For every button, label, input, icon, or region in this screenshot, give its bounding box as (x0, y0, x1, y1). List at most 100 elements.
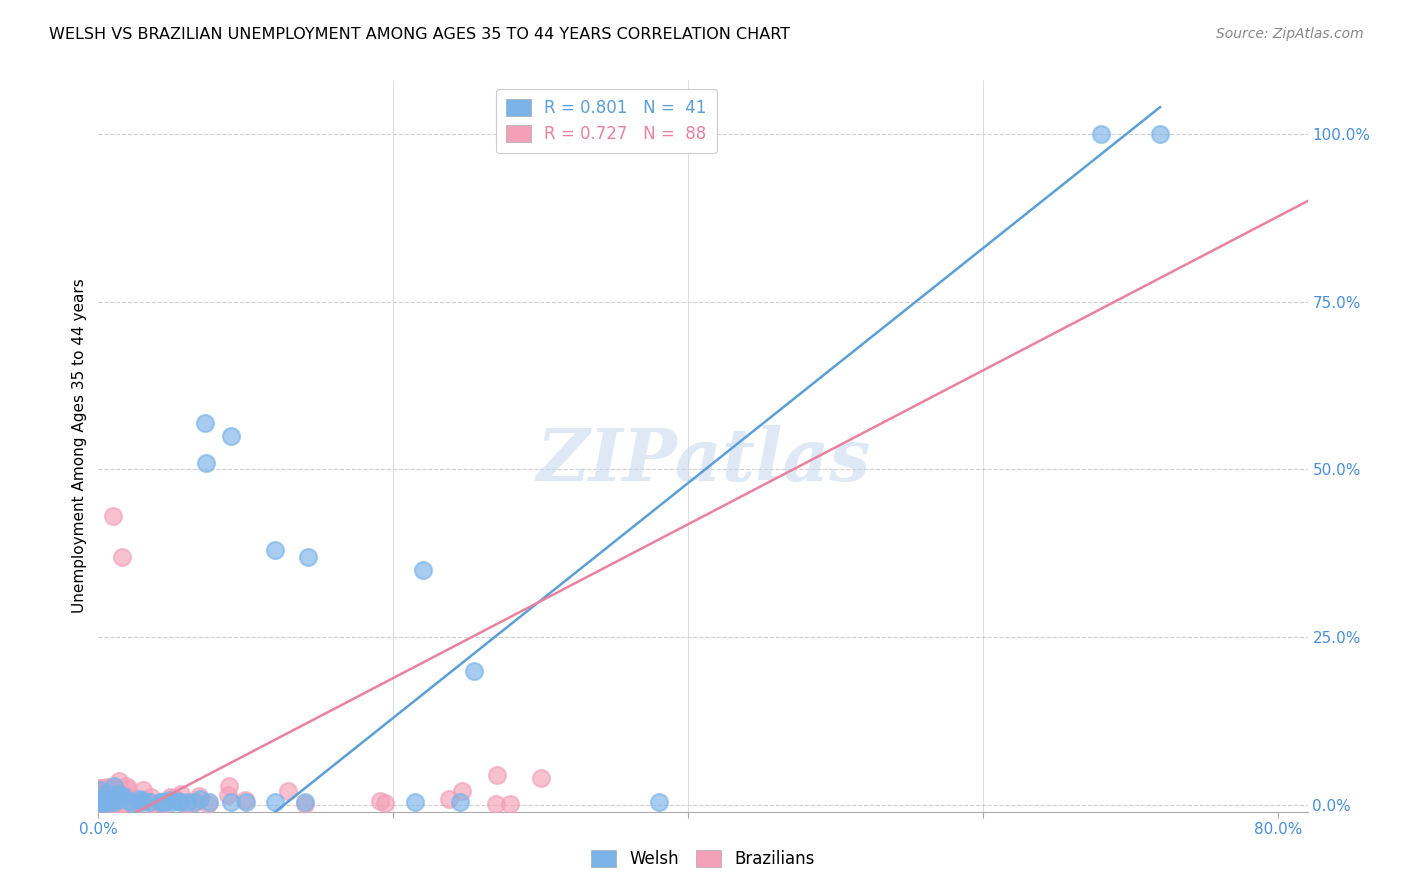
Point (93, 793, 115, 807)
Point (499, 797, 522, 812)
Point (94, 790, 117, 805)
Point (404, 795, 426, 809)
Point (121, 795, 143, 809)
Point (142, 797, 165, 812)
Point (89, 793, 111, 807)
Point (219, 795, 242, 809)
Point (101, 509, 124, 524)
Point (93, 794, 115, 808)
Point (176, 797, 198, 811)
Point (437, 791, 460, 805)
Point (149, 795, 172, 809)
Point (107, 794, 129, 808)
Point (233, 792, 256, 806)
Point (235, 795, 257, 809)
Point (89, 796, 111, 810)
Point (186, 795, 208, 809)
Point (108, 787, 131, 801)
Point (100, 789, 122, 803)
Point (485, 768, 508, 782)
Point (197, 797, 219, 812)
Point (294, 797, 316, 812)
Point (131, 795, 153, 809)
Point (159, 790, 181, 805)
Point (89, 782, 111, 797)
Point (104, 792, 127, 806)
Point (449, 795, 471, 809)
Point (176, 795, 198, 809)
Point (103, 796, 125, 810)
Point (451, 784, 474, 798)
Point (94, 794, 117, 808)
Point (100, 780, 122, 794)
Point (218, 779, 240, 793)
Point (153, 795, 176, 809)
Point (111, 789, 134, 804)
Point (264, 795, 287, 809)
Point (89, 791, 111, 805)
Point (105, 784, 128, 798)
Point (1090, 127, 1112, 141)
Point (111, 549, 134, 564)
Point (114, 789, 136, 803)
Point (162, 790, 184, 805)
Point (94, 792, 117, 806)
Point (96, 786, 118, 800)
Point (97, 797, 120, 811)
Point (1149, 127, 1171, 141)
Text: WELSH VS BRAZILIAN UNEMPLOYMENT AMONG AGES 35 TO 44 YEARS CORRELATION CHART: WELSH VS BRAZILIAN UNEMPLOYMENT AMONG AG… (49, 27, 790, 42)
Point (89, 795, 111, 809)
Point (277, 784, 299, 798)
Point (93, 797, 115, 811)
Point (110, 797, 132, 812)
Point (198, 795, 221, 809)
Text: Source: ZipAtlas.com: Source: ZipAtlas.com (1216, 27, 1364, 41)
Point (297, 549, 319, 564)
Point (96, 794, 118, 808)
Legend: R = 0.801   N =  41, R = 0.727   N =  88: R = 0.801 N = 41, R = 0.727 N = 88 (496, 88, 717, 153)
Point (90, 797, 112, 812)
Point (93, 797, 115, 811)
Point (167, 794, 190, 808)
Point (89, 786, 111, 800)
Point (101, 797, 124, 812)
Point (121, 797, 143, 811)
Point (139, 789, 162, 804)
Point (139, 795, 162, 809)
Point (183, 795, 205, 809)
Point (89, 780, 111, 795)
Point (131, 783, 153, 797)
Point (89, 791, 111, 805)
Point (97, 795, 120, 809)
Point (194, 416, 217, 430)
Point (159, 793, 181, 807)
Point (485, 797, 508, 812)
Point (128, 791, 150, 805)
Point (100, 794, 122, 808)
Point (96, 796, 118, 810)
Point (94, 791, 117, 805)
Point (89, 797, 111, 812)
Point (101, 797, 124, 811)
Point (98, 792, 121, 806)
Point (105, 790, 128, 805)
Point (187, 789, 209, 803)
Legend: Welsh, Brazilians: Welsh, Brazilians (585, 843, 821, 875)
Point (101, 790, 124, 805)
Point (89, 789, 111, 804)
Point (96, 793, 118, 807)
Point (89, 793, 111, 807)
Point (370, 794, 392, 808)
Point (294, 795, 316, 809)
Point (108, 774, 131, 789)
Point (131, 793, 153, 807)
Point (122, 797, 145, 812)
Point (91, 784, 114, 798)
Y-axis label: Unemployment Among Ages 35 to 44 years: Unemployment Among Ages 35 to 44 years (72, 278, 87, 614)
Point (90, 792, 112, 806)
Point (98, 793, 121, 807)
Point (108, 793, 131, 807)
Point (105, 789, 128, 803)
Point (374, 797, 396, 811)
Point (97, 797, 120, 811)
